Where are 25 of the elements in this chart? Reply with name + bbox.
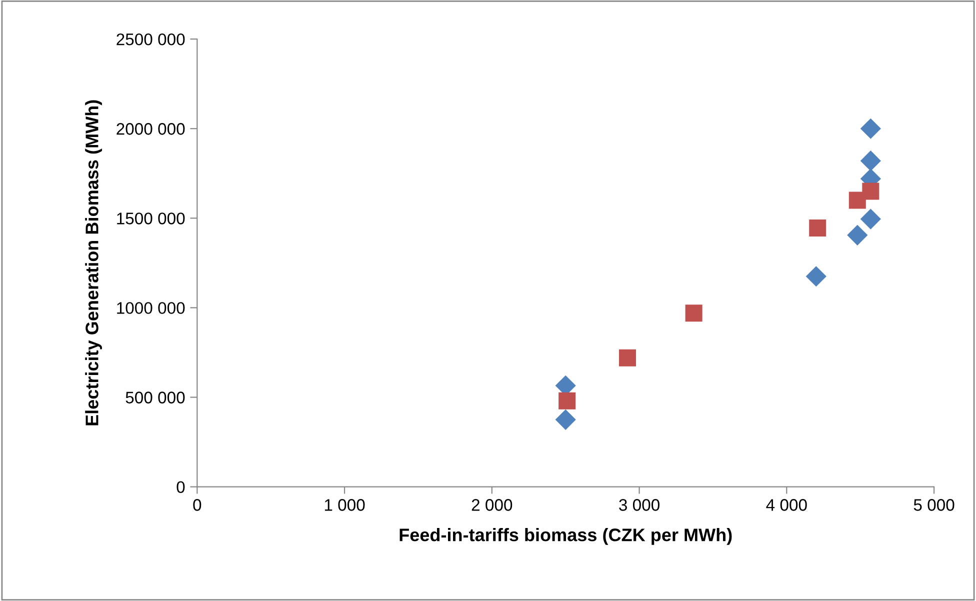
point xyxy=(558,392,576,410)
y-tick-label: 1500 000 xyxy=(117,212,185,224)
x-tick-label: 3 000 xyxy=(619,499,660,511)
x-tick-label: 5 000 xyxy=(914,499,954,511)
point xyxy=(618,349,636,366)
x-tick-label: 1 000 xyxy=(324,499,365,511)
y-tick-label: 500 000 xyxy=(126,392,185,404)
point xyxy=(860,208,881,230)
point xyxy=(860,118,881,139)
y-tick-label: 2000 000 xyxy=(116,123,185,135)
point xyxy=(685,304,702,322)
point xyxy=(860,150,881,172)
point xyxy=(806,266,826,287)
y-tick-label: 2500 000 xyxy=(116,33,185,46)
point xyxy=(862,182,880,200)
point xyxy=(809,220,826,237)
y-tick-label: 1000 000 xyxy=(117,302,185,314)
x-tick-label: 4 000 xyxy=(766,499,807,511)
point xyxy=(847,224,868,246)
y-axis-title: Electricity Generation Biomass (MWh) xyxy=(85,100,102,426)
x-axis-title: Feed-in-tariffs biomass (CZK per MWh) xyxy=(400,528,732,545)
x-tick-label: 0 xyxy=(193,499,202,511)
x-tick-label: 2 000 xyxy=(472,499,512,511)
point xyxy=(555,409,576,430)
y-tick-label: 0 xyxy=(176,481,185,494)
